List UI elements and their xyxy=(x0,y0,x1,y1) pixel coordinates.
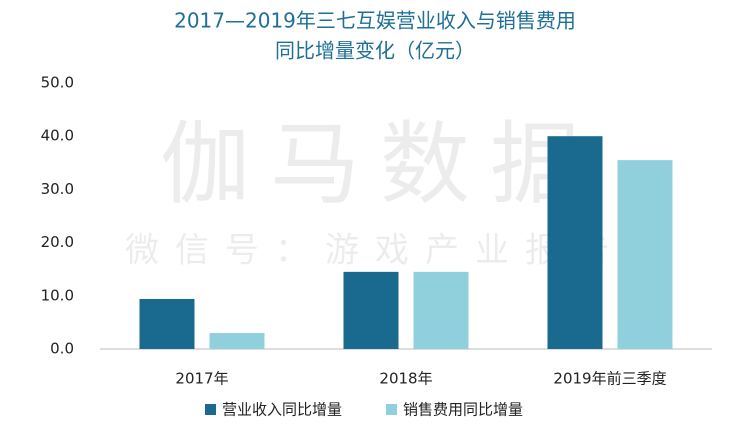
y-tick-label: 30.0 xyxy=(41,180,74,198)
legend-swatch xyxy=(386,404,397,415)
legend-label: 销售费用同比增量 xyxy=(403,401,523,419)
y-tick-label: 20.0 xyxy=(41,233,74,251)
bar xyxy=(209,333,265,349)
x-tick-label: 2017年 xyxy=(175,370,228,388)
x-tick-label: 2019年前三季度 xyxy=(553,370,666,388)
bar xyxy=(617,160,673,349)
legend-swatch xyxy=(205,404,216,415)
bar xyxy=(547,136,603,349)
bar xyxy=(343,271,399,349)
watermark: 微信号：游戏产业报告 xyxy=(125,231,625,271)
x-tick-label: 2018年 xyxy=(379,370,432,388)
y-tick-label: 40.0 xyxy=(41,127,74,145)
legend-label: 营业收入同比增量 xyxy=(222,401,342,419)
chart-title: 2017—2019年三七互娱营业收入与销售费用 xyxy=(174,9,576,33)
chart-title: 同比增量变化（亿元） xyxy=(275,39,475,63)
y-tick-label: 0.0 xyxy=(50,340,74,358)
y-tick-label: 50.0 xyxy=(41,74,74,92)
bar xyxy=(139,298,195,349)
y-tick-label: 10.0 xyxy=(41,286,74,304)
bar xyxy=(413,271,469,349)
watermark: 伽马数据 xyxy=(160,112,600,217)
